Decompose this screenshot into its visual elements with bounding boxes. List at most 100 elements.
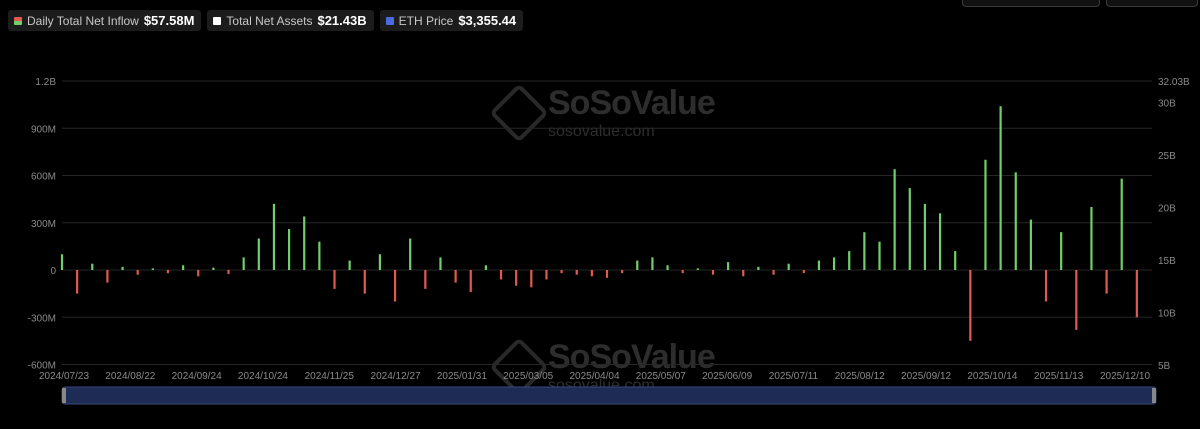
- x-tick-label: 2025/03/05: [503, 371, 553, 382]
- inflow-bar: [454, 270, 457, 283]
- inflow-bar: [575, 270, 578, 275]
- inflow-bar: [1075, 270, 1078, 330]
- inflow-bar: [106, 270, 109, 283]
- y-right-tick-label: 10B: [1158, 308, 1176, 319]
- inflow-bar: [469, 270, 472, 293]
- inflow-bar: [999, 106, 1002, 270]
- inflow-bar: [272, 203, 276, 270]
- inflow-bar: [1105, 270, 1108, 294]
- inflow-bar: [1135, 270, 1138, 318]
- legend-value: $57.58M: [143, 13, 195, 28]
- inflow-bar: [1029, 219, 1032, 270]
- y-right-tick-label: 5B: [1158, 361, 1171, 372]
- range-navigator: [61, 386, 1157, 405]
- inflow-bar: [242, 257, 245, 270]
- legend: Daily Total Net Inflow $57.58M Total Net…: [8, 10, 524, 31]
- inflow-bar: [1044, 270, 1048, 302]
- y-right-tick-label: 32.03B: [1158, 77, 1190, 88]
- y-left-tick-label: -600M: [28, 361, 56, 372]
- legend-item-net-inflow[interactable]: Daily Total Net Inflow $57.58M: [8, 10, 202, 31]
- x-tick-label: 2024/09/24: [172, 371, 222, 382]
- navigator-handle-left: [62, 388, 66, 403]
- toolbar-button-left[interactable]: [962, 0, 1100, 7]
- inflow-bar: [802, 270, 805, 274]
- inflow-bar: [91, 263, 94, 270]
- inflow-bar: [499, 270, 503, 280]
- x-tick-label: 2025/01/31: [437, 371, 487, 382]
- y-left-tick-label: 900M: [31, 124, 56, 135]
- inflow-bar: [166, 270, 170, 274]
- inflow-bar: [212, 267, 215, 270]
- inflow-bar: [136, 270, 139, 275]
- inflow-bar: [151, 268, 154, 270]
- inflow-bar: [863, 232, 866, 270]
- x-tick-label: 2024/12/27: [371, 371, 421, 382]
- x-tick-label: 2025/10/14: [967, 371, 1017, 382]
- inflow-bar: [878, 241, 881, 270]
- y-right-tick-label: 20B: [1158, 203, 1176, 214]
- toolbar-button-right[interactable]: [1106, 0, 1198, 7]
- inflow-bar: [923, 203, 927, 270]
- inflow-bar: [378, 254, 382, 270]
- inflow-bar: [76, 270, 79, 294]
- inflow-bar: [742, 270, 745, 277]
- legend-item-net-assets[interactable]: Total Net Assets $21.43B: [207, 10, 374, 31]
- inflow-bar: [938, 213, 942, 270]
- inflow-bar: [393, 270, 397, 302]
- inflow-bar: [984, 159, 987, 270]
- x-tick-label: 2025/08/12: [835, 371, 885, 382]
- inflow-bar: [530, 270, 533, 288]
- inflow-bar: [1120, 178, 1123, 270]
- legend-value: $21.43B: [317, 13, 367, 28]
- inflow-bar: [121, 266, 124, 270]
- net-inflow-swatch: [14, 16, 22, 25]
- legend-label: Daily Total Net Inflow: [27, 13, 139, 28]
- watermark-top: SoSoValue sosovalue.com: [489, 82, 716, 143]
- legend-value: $3,355.44: [458, 13, 517, 28]
- inflow-bar: [515, 270, 518, 286]
- x-tick-label: 2025/09/12: [901, 371, 951, 382]
- inflow-bar: [303, 216, 306, 270]
- eth-price-swatch: [385, 16, 394, 25]
- inflow-bar: [893, 169, 896, 270]
- x-tick-label: 2024/10/24: [238, 371, 288, 382]
- legend-label: Total Net Assets: [226, 13, 313, 28]
- x-tick-label: 2024/07/23: [39, 371, 89, 382]
- inflow-bar: [621, 270, 624, 274]
- y-left-tick-label: 1.2B: [35, 77, 56, 88]
- inflow-bar: [590, 270, 593, 277]
- inflow-bar: [363, 270, 366, 294]
- inflow-bar: [484, 265, 487, 270]
- watermark-url: sosovalue.com: [548, 123, 655, 140]
- x-tick-label: 2025/11/13: [1034, 371, 1084, 382]
- inflow-bar: [1014, 172, 1017, 270]
- inflow-bar: [651, 257, 654, 270]
- x-tick-label: 2025/05/07: [636, 371, 686, 382]
- x-tick-label: 2024/11/25: [305, 371, 355, 382]
- inflow-bar: [439, 257, 442, 270]
- inflow-bar: [832, 257, 836, 270]
- inflow-bar: [636, 260, 639, 270]
- watermark-name: SoSoValue: [548, 338, 716, 376]
- inflow-bar: [772, 270, 775, 275]
- x-tick-label: 2025/06/09: [702, 371, 752, 382]
- legend-item-eth-price[interactable]: ETH Price $3,355.44: [379, 10, 524, 31]
- inflow-bar: [1060, 232, 1063, 270]
- inflow-bar: [409, 238, 412, 270]
- inflow-bar: [318, 241, 321, 270]
- y-left-tick-label: 600M: [31, 172, 56, 183]
- inflow-bar: [560, 270, 563, 274]
- inflow-bar: [333, 270, 336, 289]
- net-assets-swatch: [213, 16, 222, 25]
- inflow-bar: [1090, 207, 1093, 270]
- x-tick-label: 2024/08/22: [105, 371, 155, 382]
- inflow-bar: [605, 270, 609, 278]
- inflow-bar: [848, 251, 851, 270]
- inflow-bar: [60, 254, 64, 270]
- inflow-bar: [908, 188, 911, 270]
- inflow-bar: [757, 266, 760, 270]
- inflow-bar: [545, 270, 548, 280]
- legend-label: ETH Price: [398, 13, 454, 28]
- inflow-bar: [954, 251, 957, 270]
